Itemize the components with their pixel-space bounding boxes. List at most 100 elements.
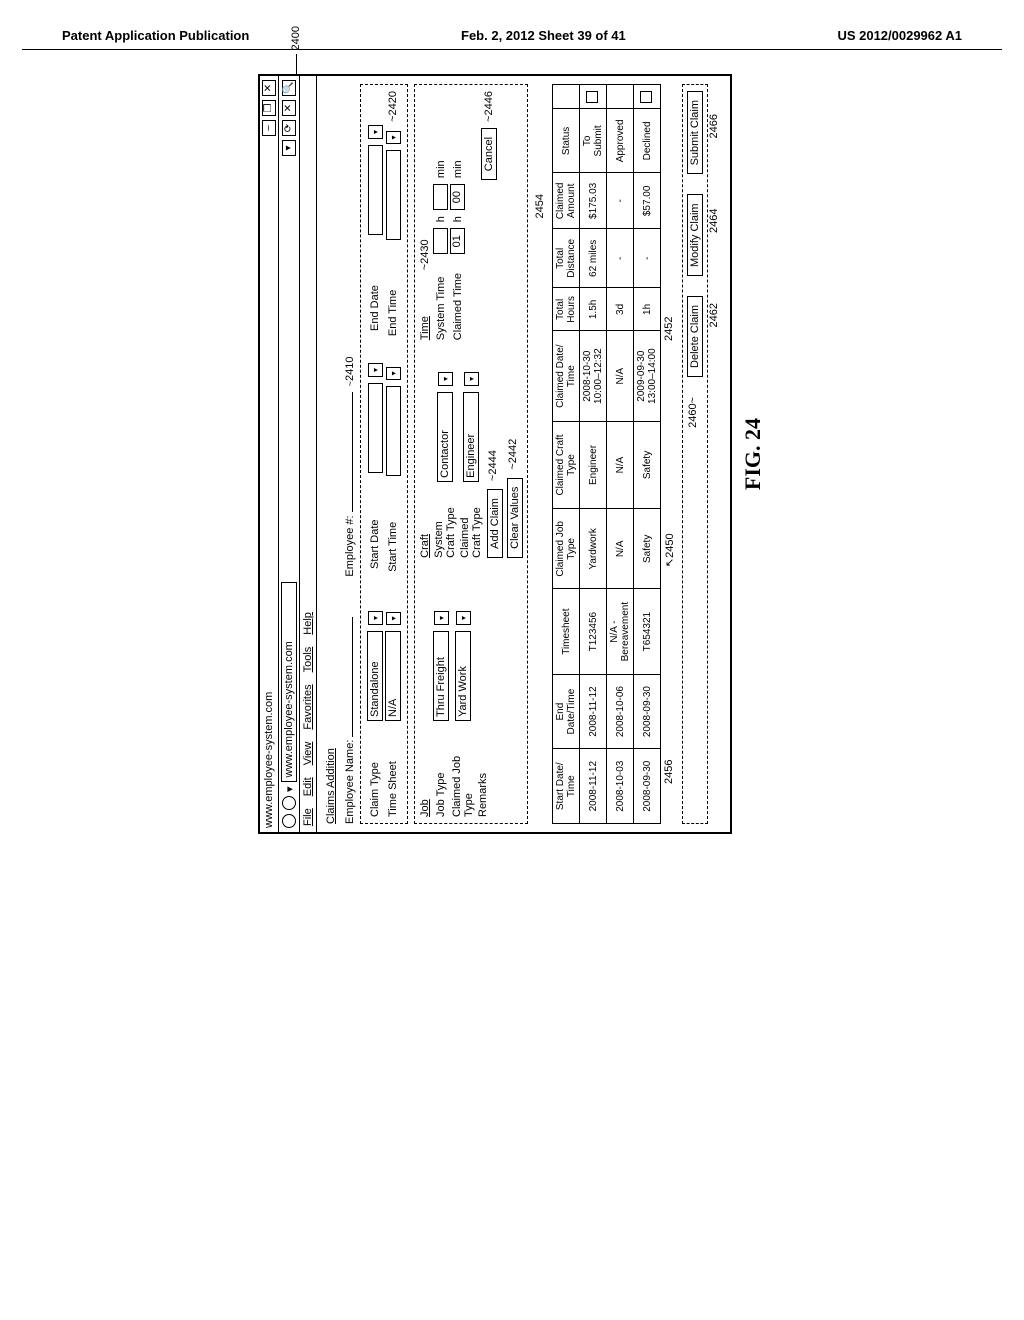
callout-2450: 2450: [664, 533, 676, 557]
job-heading: Job: [419, 568, 431, 817]
callout-2462: 2462: [708, 303, 720, 327]
claimed-craft-label: Claimed Craft Type: [459, 488, 483, 558]
time-sheet-dd-icon[interactable]: ▾: [386, 612, 401, 625]
pub-mid: Feb. 2, 2012 Sheet 39 of 41: [461, 28, 626, 43]
employee-num-field[interactable]: [341, 392, 353, 512]
job-type-label: Job Type: [435, 727, 447, 817]
dropdown-arrow-icon[interactable]: ▾: [283, 786, 296, 792]
status-checkbox[interactable]: [586, 91, 598, 103]
menu-view[interactable]: View: [302, 742, 314, 766]
address-bar: ▾ www.employee-system.com ▾ ⟳ ✕ 🔍: [279, 76, 300, 832]
submit-claim-button[interactable]: Submit Claim: [687, 91, 703, 174]
callout-2410: 2410: [344, 356, 356, 380]
address-input[interactable]: www.employee-system.com: [281, 582, 297, 782]
claimed-craft-field[interactable]: Engineer: [463, 392, 479, 482]
menu-favorites[interactable]: Favorites: [302, 684, 314, 729]
tab-close-button[interactable]: ✕: [282, 100, 296, 116]
minimize-button[interactable]: –: [262, 120, 276, 136]
callout-2456: 2456: [663, 760, 676, 784]
table-row[interactable]: 2008-09-302008-09-30T654321SafetySafety2…: [634, 85, 661, 824]
employee-name-field[interactable]: [341, 617, 353, 737]
section-title: Claims Addition: [325, 84, 337, 824]
time-sheet-label: Time Sheet: [387, 727, 399, 817]
titlebar: www.employee-system.com – ❐ ✕: [260, 76, 279, 832]
menu-file[interactable]: File: [302, 808, 314, 826]
search-button[interactable]: 🔍: [282, 80, 296, 96]
sys-time-h-field[interactable]: [433, 228, 448, 254]
start-date-label: Start Date: [369, 479, 381, 569]
start-date-field[interactable]: [368, 383, 383, 473]
claimed-craft-dd-icon[interactable]: ▾: [464, 372, 479, 386]
min-unit-2: min: [452, 160, 464, 178]
th-status: Status: [553, 109, 580, 173]
sys-craft-label: System Craft Type: [433, 488, 457, 558]
sys-time-m-field[interactable]: [433, 184, 448, 210]
claim-type-field[interactable]: Standalone: [367, 631, 383, 721]
claimed-job-label: Claimed Job Type: [451, 727, 475, 817]
callout-2460: 2460: [687, 403, 699, 427]
end-time-dd-icon[interactable]: ▾: [386, 131, 401, 144]
end-date-dd-icon[interactable]: ▾: [368, 125, 383, 139]
sys-craft-dd-icon[interactable]: ▾: [438, 372, 453, 386]
end-date-label: End Date: [369, 241, 381, 331]
claim-type-group: Claim Type Standalone ▾ Start Date ▾ End…: [360, 84, 408, 824]
menu-help[interactable]: Help: [302, 612, 314, 635]
job-type-dd-icon[interactable]: ▾: [434, 611, 449, 625]
table-row[interactable]: 2008-10-032008-10-06N/A - BereavementN/A…: [607, 85, 634, 824]
pub-right: US 2012/0029962 A1: [837, 28, 962, 43]
th-ts: Timesheet: [553, 589, 580, 674]
delete-claim-button[interactable]: Delete Claim: [687, 296, 703, 377]
callout-2420: 2420: [387, 91, 399, 115]
claimed-job-field[interactable]: Yard Work: [455, 631, 471, 721]
window-title: www.employee-system.com: [263, 692, 275, 828]
modify-claim-button[interactable]: Modify Claim: [687, 194, 703, 276]
menu-tools[interactable]: Tools: [302, 647, 314, 673]
dropdown-button[interactable]: ▾: [282, 140, 296, 156]
callout-2400: 2400: [290, 26, 302, 50]
add-claim-button[interactable]: Add Claim: [487, 489, 503, 558]
time-sheet-field[interactable]: N/A: [385, 631, 401, 721]
claim-type-dropdown-icon[interactable]: ▾: [368, 611, 383, 625]
callout-2430: 2430: [419, 239, 431, 263]
start-time-dd-icon[interactable]: ▾: [386, 367, 401, 380]
start-time-field[interactable]: [386, 386, 401, 476]
claimed-m-field[interactable]: 00: [450, 184, 465, 210]
job-craft-time-group: Job Job Type Thru Freight ▾ Claimed Job …: [414, 84, 528, 824]
job-type-field[interactable]: Thru Freight: [433, 631, 449, 721]
end-time-field[interactable]: [386, 150, 401, 240]
clear-values-button[interactable]: Clear Values: [507, 478, 523, 558]
min-unit: min: [435, 160, 447, 178]
back-button[interactable]: [282, 814, 296, 828]
th-end: End Date/Time: [553, 674, 580, 749]
publication-header: Patent Application Publication Feb. 2, 2…: [22, 20, 1002, 50]
figure-caption: FIG. 24: [740, 74, 766, 834]
claims-table: Start Date/ Time End Date/Time Timesheet…: [552, 84, 661, 824]
close-button[interactable]: ✕: [262, 80, 276, 96]
th-tdist: Total Distance: [553, 229, 580, 288]
claimed-h-field[interactable]: 01: [450, 228, 465, 254]
menu-edit[interactable]: Edit: [302, 777, 314, 796]
go-button[interactable]: ⟳: [282, 120, 296, 136]
forward-button[interactable]: [282, 796, 296, 810]
employee-num-label: Employee #:: [344, 515, 356, 576]
footer-buttons: 2460~ Delete Claim Modify Claim Submit C…: [682, 84, 708, 824]
end-date-field[interactable]: [368, 145, 383, 235]
callout-2452: 2452: [663, 316, 675, 340]
callout-2442: 2442: [507, 439, 519, 463]
employee-name-label: Employee Name:: [344, 740, 356, 824]
callout-2444: 2444: [487, 450, 499, 474]
claimed-time-label: Claimed Time: [452, 260, 464, 340]
claimed-job-dd-icon[interactable]: ▾: [456, 611, 471, 625]
sys-craft-field[interactable]: Contactor: [437, 392, 453, 482]
cancel-button[interactable]: Cancel: [481, 128, 497, 180]
table-row[interactable]: 2008-11-122008-11-12T123456YardworkEngin…: [580, 85, 607, 824]
end-time-label: End Time: [387, 246, 399, 336]
start-date-dd-icon[interactable]: ▾: [368, 363, 383, 377]
th-thours: Total Hours: [553, 288, 580, 331]
th-start: Start Date/ Time: [553, 749, 580, 824]
callout-2464: 2464: [708, 208, 720, 232]
th-ccraft: Claimed Craft Type: [553, 421, 580, 508]
maximize-button[interactable]: ❐: [262, 100, 276, 116]
status-checkbox[interactable]: [640, 91, 652, 103]
callout-2446: 2446: [483, 91, 495, 115]
